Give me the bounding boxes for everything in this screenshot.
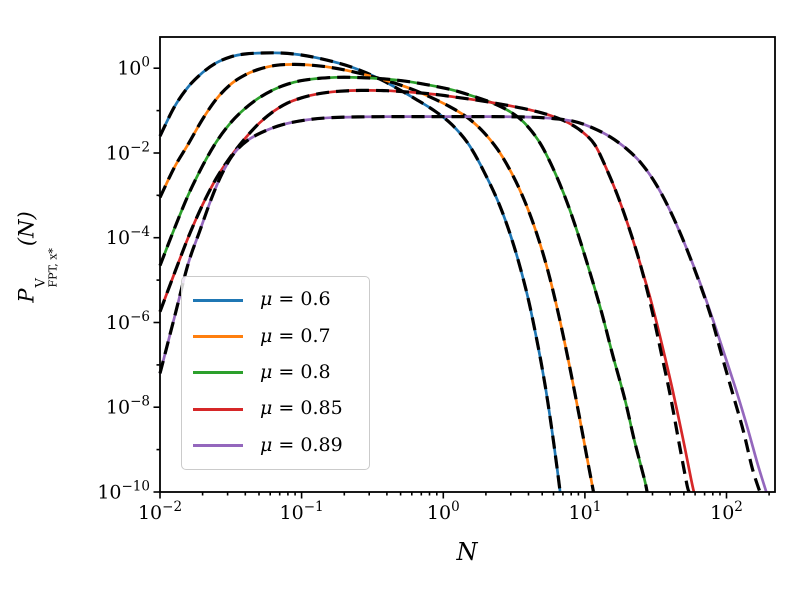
legend-label-mu-0.89: μ = 0.89	[260, 433, 343, 456]
theory-curve-mu-0.85	[158, 88, 691, 493]
x-tick-label-1e-1: 10−1	[280, 499, 324, 524]
legend: μ = 0.6 μ = 0.7 μ = 0.8 μ = 0.85 μ = 0.8…	[181, 276, 370, 470]
legend-entry-mu-0.6: μ = 0.6	[182, 288, 369, 311]
y-tick-label-1e-10: 10−10	[97, 479, 150, 504]
y-tick-label-1e0: 100	[117, 55, 150, 80]
theory-curve-mu-0.89	[158, 115, 762, 493]
y-axis-label-base: P	[14, 288, 39, 303]
y-axis-label-scripts: V FPT, x*	[34, 248, 60, 288]
x-tick-label-1e1: 101	[569, 499, 602, 524]
x-tick-label-1e-2: 10−2	[138, 499, 182, 524]
legend-label-mu-0.6: μ = 0.6	[260, 288, 331, 311]
legend-entry-mu-0.85: μ = 0.85	[182, 397, 369, 420]
tick-labels: 10−2 10−1 100 101 102 100 10−2 10−4 10−6 10−8 10−1…	[97, 55, 743, 524]
x-tick-label-1e0: 100	[427, 499, 460, 524]
y-axis-label-argument: (N)	[14, 211, 39, 247]
legend-line-sample-mu-0.6	[193, 298, 243, 302]
y-tick-label-1e-6: 10−6	[106, 309, 150, 334]
theory-curve-mu-0.8	[158, 75, 649, 493]
legend-line-sample-mu-0.8	[193, 371, 243, 375]
curves	[158, 51, 768, 493]
legend-label-mu-0.8: μ = 0.8	[260, 361, 331, 383]
legend-entry-mu-0.7: μ = 0.7	[182, 324, 369, 347]
y-axis-label: P V FPT, x* (N)	[15, 211, 60, 302]
legend-line-sample-mu-0.89	[193, 444, 243, 448]
legend-line-sample-mu-0.85	[193, 407, 243, 411]
legend-label-mu-0.85: μ = 0.85	[260, 397, 343, 420]
theory-curve-mu-0.7	[158, 62, 596, 493]
axes-frame	[159, 36, 776, 493]
x-tick-label-1e2: 102	[710, 499, 743, 524]
x-axis-label: N	[456, 538, 478, 566]
y-tick-label-1e-8: 10−8	[106, 394, 150, 419]
legend-label-mu-0.7: μ = 0.7	[260, 324, 331, 347]
legend-entry-mu-0.8: μ = 0.8	[182, 361, 369, 383]
y-tick-label-1e-2: 10−2	[106, 140, 150, 165]
legend-line-sample-mu-0.7	[193, 335, 243, 339]
y-axis-label-subscript: FPT, x*	[46, 248, 60, 288]
y-tick-label-1e-4: 10−4	[106, 224, 150, 249]
legend-entry-mu-0.89: μ = 0.89	[182, 433, 369, 456]
